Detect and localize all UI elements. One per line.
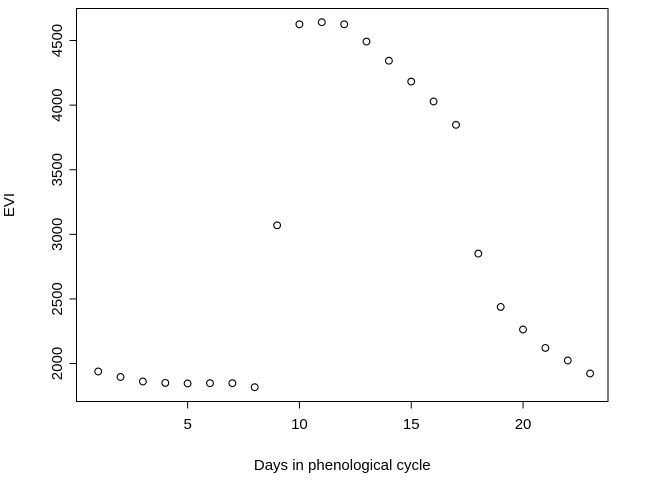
- data-point: [384, 56, 393, 65]
- data-point: [407, 77, 416, 86]
- y-tick-label: 3000: [49, 218, 66, 251]
- data-point: [138, 377, 147, 386]
- data-point: [362, 37, 371, 46]
- data-point: [228, 379, 237, 388]
- y-tick-label: 2500: [49, 282, 66, 315]
- x-axis-label: Days in phenological cycle: [254, 457, 431, 474]
- data-point: [183, 379, 192, 388]
- data-point: [295, 20, 304, 29]
- x-tick-label: 20: [515, 416, 532, 433]
- data-point: [563, 356, 572, 365]
- data-point: [541, 343, 550, 352]
- data-point: [116, 373, 125, 381]
- x-tick-label: 15: [403, 416, 420, 433]
- x-tick-label: 5: [183, 416, 191, 433]
- data-point: [206, 379, 214, 388]
- data-point: [496, 302, 505, 311]
- data-point: [474, 249, 483, 258]
- y-tick-label: 3500: [49, 153, 66, 186]
- data-point: [317, 18, 326, 27]
- data-point: [519, 325, 527, 334]
- data-point: [94, 367, 103, 376]
- data-point: [161, 378, 170, 387]
- y-tick-label: 4000: [49, 88, 66, 121]
- data-point: [340, 20, 349, 29]
- data-point: [586, 369, 595, 378]
- data-point: [452, 120, 460, 129]
- y-axis-label: EVI: [1, 193, 18, 217]
- data-point: [250, 383, 259, 392]
- y-tick-label: 4500: [49, 24, 66, 57]
- y-tick-label: 2000: [49, 347, 66, 380]
- plot-border: [76, 8, 609, 402]
- data-point: [273, 221, 282, 230]
- data-point: [429, 97, 438, 106]
- x-tick-label: 10: [291, 416, 308, 433]
